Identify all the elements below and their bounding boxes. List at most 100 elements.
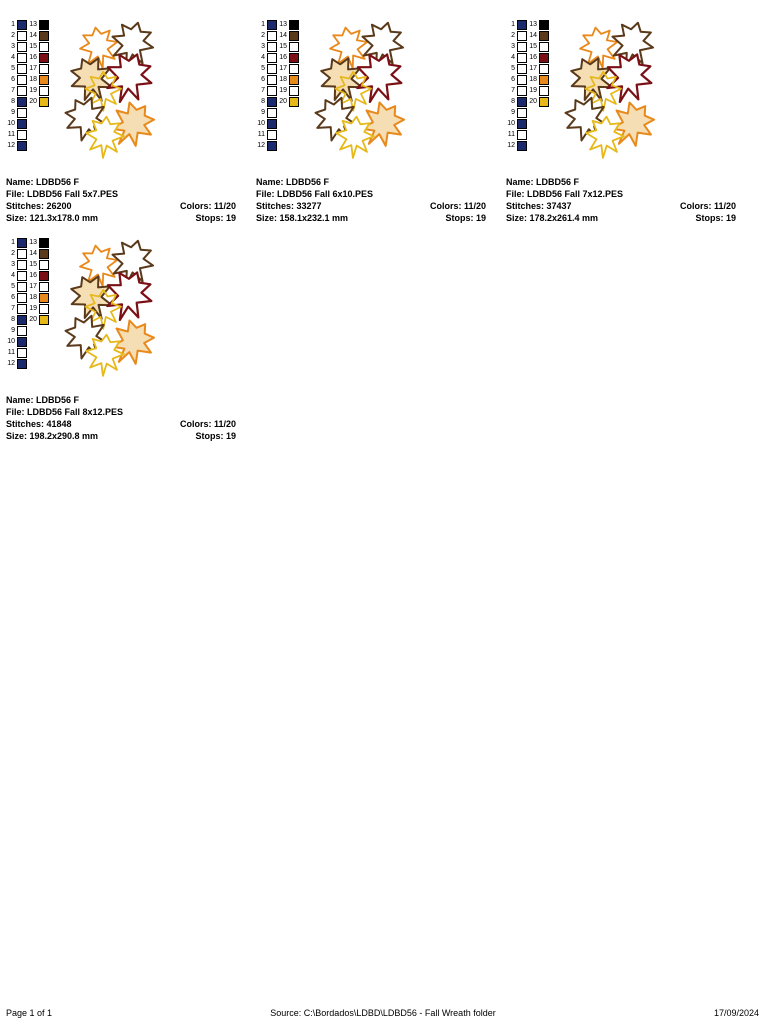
palette-swatch xyxy=(289,42,299,52)
palette-swatch xyxy=(17,238,27,248)
palette-index: 3 xyxy=(6,42,16,52)
palette-index: 5 xyxy=(256,64,266,74)
palette-index: 13 xyxy=(28,238,38,248)
palette-index: 11 xyxy=(6,348,16,358)
meta-right: Colors: 11/20 xyxy=(430,200,486,212)
palette-swatch xyxy=(17,31,27,41)
palette-index: 18 xyxy=(28,293,38,303)
meta-row: Stitches: 26200Colors: 11/20 xyxy=(6,200,236,212)
design-grid: 1132143154165176187198209101112Name: LDB… xyxy=(6,20,759,442)
palette-swatch xyxy=(517,86,527,96)
palette-swatch xyxy=(517,130,527,140)
palette-index: 1 xyxy=(506,20,516,30)
design-thumbnail xyxy=(307,20,417,170)
palette-index: 16 xyxy=(278,53,288,63)
design-meta: Name: LDBD56 FFile: LDBD56 Fall 8x12.PES… xyxy=(6,394,236,442)
palette-index: 3 xyxy=(256,42,266,52)
palette-swatch xyxy=(39,315,49,325)
palette-index: 6 xyxy=(506,75,516,85)
palette-index: 5 xyxy=(6,282,16,292)
palette-swatch xyxy=(289,64,299,74)
meta-row: Name: LDBD56 F xyxy=(6,394,236,406)
palette-index: 2 xyxy=(506,31,516,41)
design-meta: Name: LDBD56 FFile: LDBD56 Fall 7x12.PES… xyxy=(506,176,736,224)
meta-row: File: LDBD56 Fall 7x12.PES xyxy=(506,188,736,200)
palette-swatch xyxy=(17,20,27,30)
palette-index: 14 xyxy=(28,249,38,259)
palette-swatch xyxy=(17,108,27,118)
palette-swatch xyxy=(517,42,527,52)
palette-index: 11 xyxy=(6,130,16,140)
card-top: 1132143154165176187198209101112 xyxy=(6,238,236,388)
palette-swatch xyxy=(17,249,27,259)
design-thumbnail xyxy=(557,20,667,170)
palette-index: 7 xyxy=(506,86,516,96)
palette-index: 12 xyxy=(506,141,516,151)
color-palette: 1132143154165176187198209101112 xyxy=(506,20,549,151)
palette-swatch xyxy=(39,31,49,41)
color-palette: 1132143154165176187198209101112 xyxy=(6,20,49,151)
palette-swatch xyxy=(289,75,299,85)
palette-swatch xyxy=(267,108,277,118)
palette-swatch xyxy=(517,141,527,151)
palette-swatch xyxy=(39,20,49,30)
palette-index: 7 xyxy=(6,86,16,96)
palette-index: 16 xyxy=(528,53,538,63)
color-palette: 1132143154165176187198209101112 xyxy=(256,20,299,151)
palette-swatch xyxy=(289,31,299,41)
palette-index: 9 xyxy=(6,108,16,118)
palette-swatch xyxy=(539,42,549,52)
palette-swatch xyxy=(539,86,549,96)
meta-row: Size: 198.2x290.8 mmStops: 19 xyxy=(6,430,236,442)
palette-index: 8 xyxy=(256,97,266,107)
palette-swatch xyxy=(17,304,27,314)
design-thumbnail xyxy=(57,20,167,170)
palette-swatch xyxy=(539,97,549,107)
palette-swatch xyxy=(17,53,27,63)
palette-swatch xyxy=(539,31,549,41)
palette-swatch xyxy=(517,97,527,107)
palette-index: 18 xyxy=(528,75,538,85)
palette-index: 18 xyxy=(278,75,288,85)
palette-index: 6 xyxy=(256,75,266,85)
meta-left: File: LDBD56 Fall 7x12.PES xyxy=(506,188,623,200)
palette-index: 16 xyxy=(28,53,38,63)
palette-swatch xyxy=(267,31,277,41)
palette-index: 14 xyxy=(528,31,538,41)
meta-row: File: LDBD56 Fall 6x10.PES xyxy=(256,188,486,200)
palette-swatch xyxy=(39,249,49,259)
meta-left: File: LDBD56 Fall 6x10.PES xyxy=(256,188,373,200)
palette-index: 19 xyxy=(28,86,38,96)
palette-index: 17 xyxy=(28,282,38,292)
card-top: 1132143154165176187198209101112 xyxy=(256,20,486,170)
palette-swatch xyxy=(17,337,27,347)
palette-swatch xyxy=(17,141,27,151)
meta-row: Stitches: 33277Colors: 11/20 xyxy=(256,200,486,212)
meta-left: File: LDBD56 Fall 5x7.PES xyxy=(6,188,118,200)
palette-swatch xyxy=(539,64,549,74)
palette-swatch xyxy=(289,86,299,96)
meta-row: Size: 121.3x178.0 mmStops: 19 xyxy=(6,212,236,224)
meta-left: Stitches: 41848 xyxy=(6,418,72,430)
palette-swatch xyxy=(289,53,299,63)
palette-index: 13 xyxy=(278,20,288,30)
meta-left: Size: 158.1x232.1 mm xyxy=(256,212,348,224)
palette-swatch xyxy=(517,64,527,74)
palette-swatch xyxy=(17,282,27,292)
meta-right: Stops: 19 xyxy=(695,212,736,224)
design-card: 1132143154165176187198209101112Name: LDB… xyxy=(6,238,236,442)
meta-row: Size: 178.2x261.4 mmStops: 19 xyxy=(506,212,736,224)
palette-index: 4 xyxy=(256,53,266,63)
page-number: Page 1 of 1 xyxy=(6,1008,52,1018)
palette-swatch xyxy=(517,119,527,129)
palette-index: 5 xyxy=(506,64,516,74)
palette-swatch xyxy=(39,86,49,96)
design-card: 1132143154165176187198209101112Name: LDB… xyxy=(506,20,736,224)
palette-index: 19 xyxy=(28,304,38,314)
palette-index: 6 xyxy=(6,75,16,85)
palette-swatch xyxy=(267,86,277,96)
palette-swatch xyxy=(267,42,277,52)
palette-swatch xyxy=(39,75,49,85)
page: 1132143154165176187198209101112Name: LDB… xyxy=(0,0,765,472)
meta-row: Name: LDBD56 F xyxy=(6,176,236,188)
